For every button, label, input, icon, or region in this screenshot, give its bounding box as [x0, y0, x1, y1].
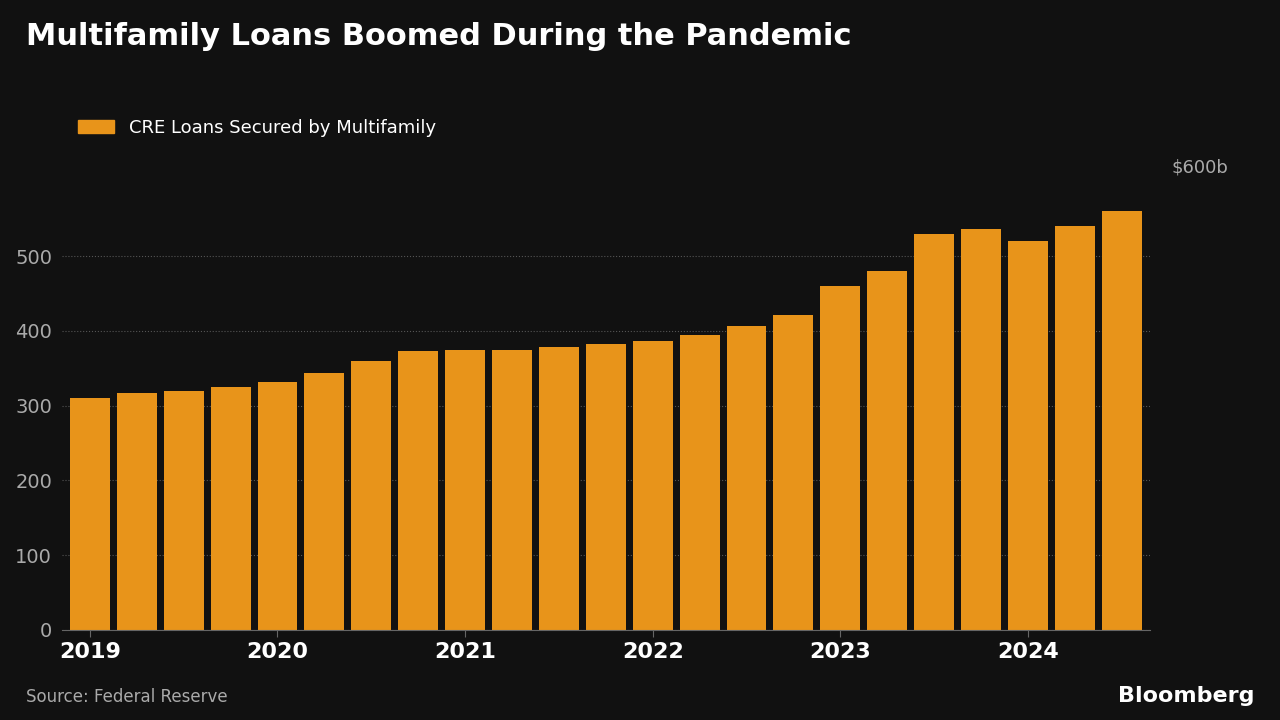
Bar: [868, 271, 908, 630]
Text: Bloomberg: Bloomberg: [1117, 685, 1254, 706]
Bar: [116, 393, 156, 630]
Bar: [211, 387, 251, 630]
Bar: [1009, 241, 1048, 630]
Bar: [539, 347, 579, 630]
Bar: [351, 361, 392, 630]
Bar: [445, 351, 485, 630]
Bar: [680, 336, 719, 630]
Legend: CRE Loans Secured by Multifamily: CRE Loans Secured by Multifamily: [70, 112, 443, 144]
Bar: [1055, 226, 1094, 630]
Bar: [773, 315, 813, 630]
Bar: [492, 350, 532, 630]
Bar: [164, 391, 204, 630]
Bar: [586, 344, 626, 630]
Bar: [727, 325, 767, 630]
Bar: [914, 234, 954, 630]
Bar: [820, 286, 860, 630]
Bar: [305, 373, 344, 630]
Bar: [70, 398, 110, 630]
Text: Multifamily Loans Boomed During the Pandemic: Multifamily Loans Boomed During the Pand…: [26, 22, 851, 50]
Text: $600b: $600b: [1171, 159, 1229, 177]
Bar: [1102, 211, 1142, 630]
Text: Source: Federal Reserve: Source: Federal Reserve: [26, 688, 228, 706]
Bar: [961, 229, 1001, 630]
Bar: [632, 341, 673, 630]
Bar: [398, 351, 438, 630]
Bar: [257, 382, 297, 630]
